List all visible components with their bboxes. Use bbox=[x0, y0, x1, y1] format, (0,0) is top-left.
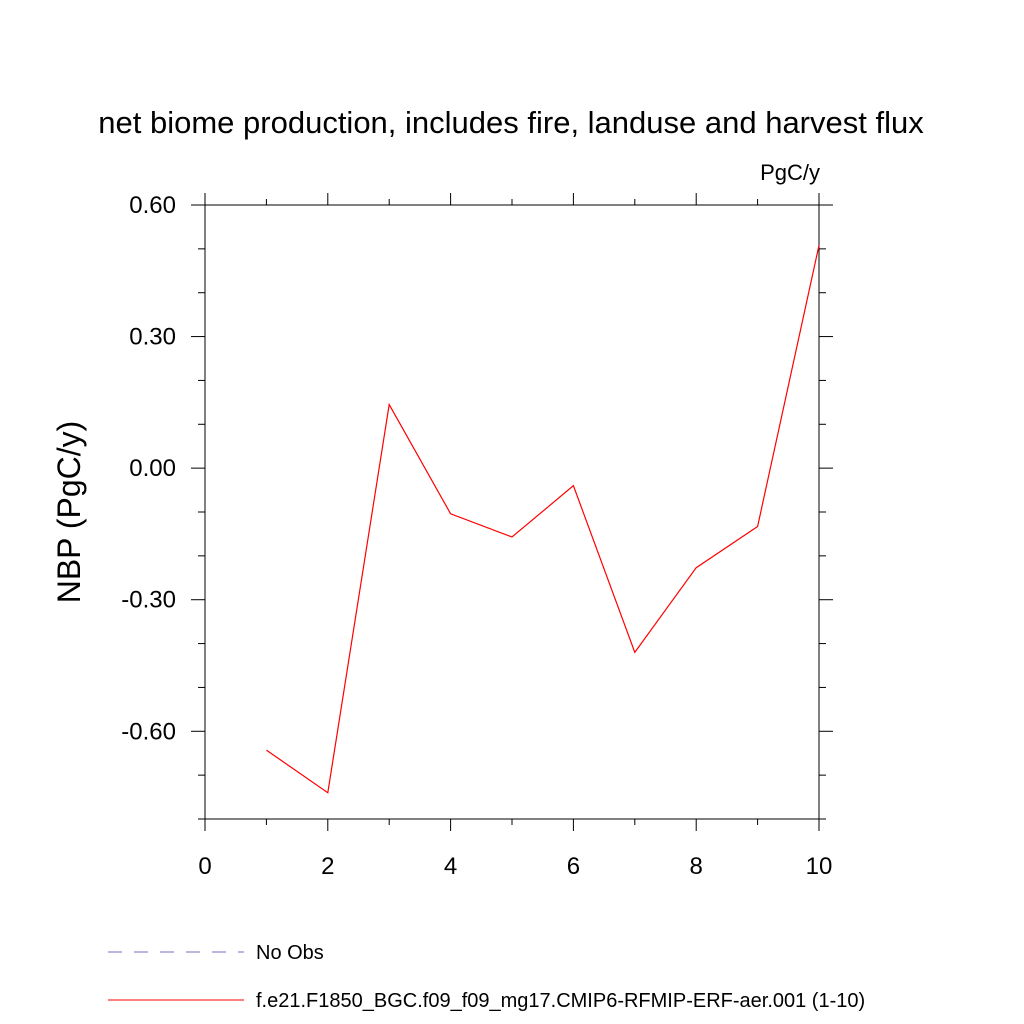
x-tick-label: 0 bbox=[198, 853, 211, 880]
x-ticks: 0 2 4 6 8 10 bbox=[198, 193, 832, 880]
legend: No Obs f.e21.F1850_BGC.f09_f09_mg17.CMIP6… bbox=[108, 942, 865, 1012]
y-tick-label: 0.00 bbox=[129, 455, 176, 482]
x-tick-label: 8 bbox=[690, 853, 703, 880]
y-tick-label: 0.30 bbox=[129, 324, 176, 351]
units-label: PgC/y bbox=[760, 160, 820, 185]
y-axis-label: NBP (PgC/y) bbox=[51, 421, 87, 604]
y-tick-label: -0.60 bbox=[121, 718, 176, 745]
legend-label: f.e21.F1850_BGC.f09_f09_mg17.CMIP6-RFMIP… bbox=[256, 990, 865, 1012]
y-ticks: 0.60 0.30 0.00 -0.30 -0.60 bbox=[121, 192, 833, 820]
y-tick-label: -0.30 bbox=[121, 587, 176, 614]
x-tick-label: 6 bbox=[567, 853, 580, 880]
x-tick-label: 2 bbox=[321, 853, 334, 880]
series-line bbox=[266, 245, 820, 794]
chart-title: net biome production, includes fire, lan… bbox=[98, 105, 924, 140]
series-layer bbox=[266, 245, 820, 794]
y-tick-label: 0.60 bbox=[129, 192, 176, 219]
x-tick-label: 4 bbox=[444, 853, 457, 880]
x-tick-label: 10 bbox=[806, 853, 833, 880]
legend-label: No Obs bbox=[256, 942, 324, 964]
